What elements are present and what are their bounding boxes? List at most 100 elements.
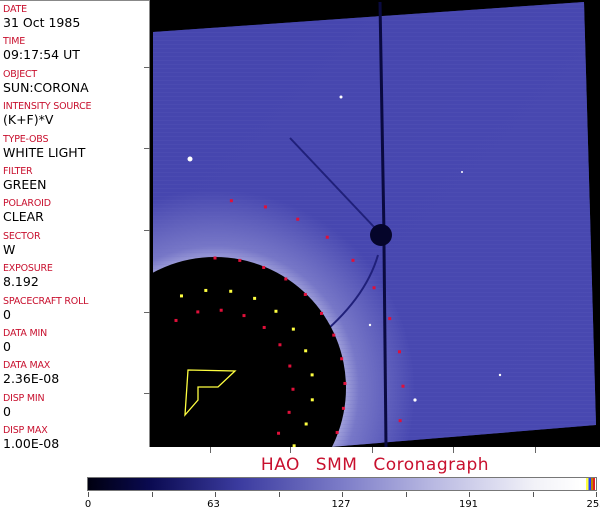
colorbar-tick xyxy=(88,492,89,497)
marker-dot xyxy=(204,288,208,292)
marker-dot xyxy=(263,205,267,209)
marker-dot xyxy=(397,350,401,354)
info-label: TYPE-OBS xyxy=(3,133,49,145)
colorbar-tick xyxy=(532,492,534,497)
marker-dot xyxy=(284,277,288,281)
colorbar-tick xyxy=(596,492,597,497)
info-value: CLEAR xyxy=(3,209,44,225)
marker-dot xyxy=(319,311,323,315)
marker-dot xyxy=(304,422,308,426)
colorbar-tick xyxy=(405,492,407,497)
marker-dot xyxy=(242,314,246,318)
position-markers xyxy=(174,199,405,447)
stars xyxy=(187,95,502,402)
axis-tick xyxy=(535,447,536,453)
axis-tick xyxy=(144,312,150,313)
info-field: SPACECRAFT ROLL 0 xyxy=(3,293,149,325)
marker-dot xyxy=(401,384,405,388)
colorbar-overlay-colors xyxy=(586,478,595,490)
marker-dot xyxy=(253,296,257,300)
marker-dot xyxy=(303,292,307,296)
info-field: INTENSITY SOURCE (K+F)*V xyxy=(3,98,149,130)
colorbar-tick-label: 255 xyxy=(586,499,600,510)
colorbar-tick xyxy=(342,492,343,497)
marker-dot xyxy=(351,258,355,262)
colorbar-tick xyxy=(278,492,280,497)
info-label: DISP MIN xyxy=(3,392,45,404)
info-field: FILTER GREEN xyxy=(3,163,149,195)
marker-dot xyxy=(332,333,336,337)
colorbar-tick xyxy=(151,492,153,497)
info-label: SPACECRAFT ROLL xyxy=(3,295,89,307)
marker-dot xyxy=(238,258,242,262)
marker-dot xyxy=(288,364,292,368)
info-value: GREEN xyxy=(3,176,47,192)
corona-image[interactable] xyxy=(150,0,600,447)
info-value: 1.00E-08 xyxy=(3,436,60,452)
marker-dot xyxy=(196,310,200,314)
info-field: DATA MAX 2.36E-08 xyxy=(3,357,149,389)
info-field: DATE 31 Oct 1985 xyxy=(3,1,149,33)
marker-dot xyxy=(274,309,278,313)
marker-dot xyxy=(291,327,295,331)
info-label: OBJECT xyxy=(3,68,38,80)
colorbar-tick-label: 63 xyxy=(207,499,220,510)
axis-tick xyxy=(372,447,373,453)
marker-dot xyxy=(310,373,314,377)
star xyxy=(498,373,502,377)
marker-dot xyxy=(341,406,345,410)
marker-dot xyxy=(291,387,295,391)
info-label: TIME xyxy=(3,36,26,48)
axis-tick xyxy=(144,230,150,231)
star xyxy=(187,156,193,162)
info-field: SECTOR W xyxy=(3,228,149,260)
pylon-shadow xyxy=(289,137,376,229)
colorbar xyxy=(87,477,597,491)
axis-tick xyxy=(453,447,454,453)
star xyxy=(461,171,463,173)
marker-dot xyxy=(229,199,233,203)
axis-tick xyxy=(144,67,150,68)
info-label: FILTER xyxy=(3,165,33,177)
marker-dot xyxy=(310,398,314,402)
info-label: DATA MAX xyxy=(3,360,51,372)
info-value: SUN:CORONA xyxy=(3,79,89,95)
info-field: OBJECT SUN:CORONA xyxy=(3,66,149,98)
marker-dot xyxy=(262,325,266,329)
marker-dot xyxy=(398,419,402,423)
info-label: SECTOR xyxy=(3,230,41,242)
star xyxy=(413,398,417,402)
axis-tick xyxy=(210,447,211,453)
marker-dot xyxy=(296,217,300,221)
marker-dot xyxy=(277,431,281,435)
info-value: 0 xyxy=(3,403,11,419)
info-field: DISP MIN 0 xyxy=(3,390,149,422)
info-value: 31 Oct 1985 xyxy=(3,15,81,30)
colorbar-tick xyxy=(215,492,216,497)
info-field: TIME 09:17:54 UT xyxy=(3,33,149,65)
occulting-disk xyxy=(150,257,346,447)
axis-tick xyxy=(290,447,291,453)
star xyxy=(368,323,372,327)
info-field: TYPE-OBS WHITE LIGHT xyxy=(3,131,149,163)
info-label: DATA MIN xyxy=(3,327,47,339)
axis-tick xyxy=(144,148,150,149)
info-value: W xyxy=(3,241,16,257)
star xyxy=(339,95,343,99)
info-value: 8.192 xyxy=(3,274,39,290)
marker-dot xyxy=(174,318,178,322)
info-field: DATA MIN 0 xyxy=(3,325,149,357)
marker-dot xyxy=(343,381,347,385)
marker-dot xyxy=(179,294,183,298)
info-value: 09:17:54 UT xyxy=(3,47,80,63)
colorbar-tick-label: 0 xyxy=(84,499,92,510)
info-field: POLAROID CLEAR xyxy=(3,195,149,227)
colorbar-tick xyxy=(469,492,470,497)
marker-dot xyxy=(304,349,308,353)
marker-dot xyxy=(335,430,339,434)
axis-tick xyxy=(144,393,150,394)
info-label: DISP MAX xyxy=(3,425,48,437)
marker-dot xyxy=(219,308,223,312)
marker-dot xyxy=(292,444,296,447)
